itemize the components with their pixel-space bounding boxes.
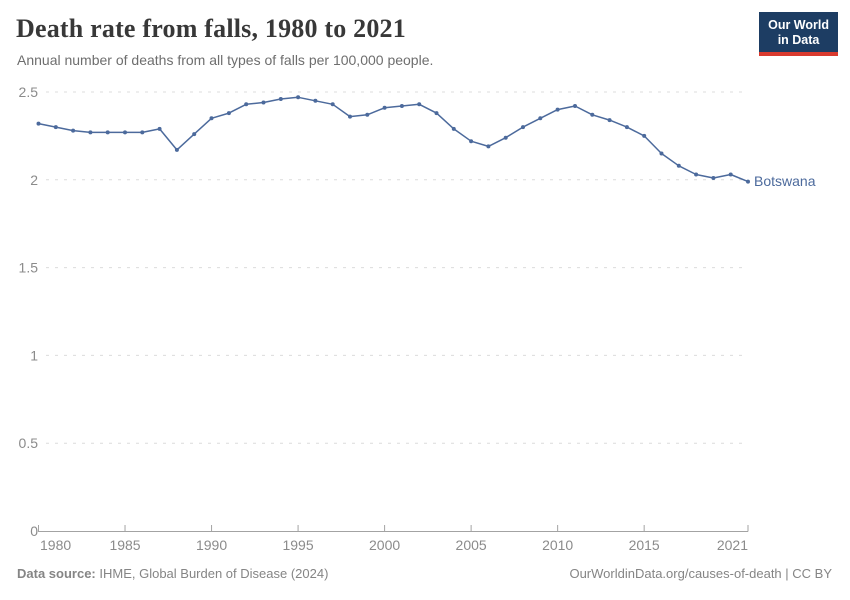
data-point xyxy=(590,112,595,117)
y-tick-label-1.5: 1.5 xyxy=(19,260,39,276)
data-point xyxy=(71,128,76,133)
series-line-botswana xyxy=(37,96,749,183)
data-point xyxy=(607,118,612,123)
chart-title: Death rate from falls, 1980 to 2021 xyxy=(16,14,406,43)
data-point xyxy=(624,125,629,130)
data-point xyxy=(105,130,110,135)
y-tick-label-2.5: 2.5 xyxy=(19,84,39,100)
data-point xyxy=(244,102,249,107)
data-point xyxy=(659,151,664,156)
owid-logo-line1: Our World xyxy=(768,18,829,32)
data-source-text: IHME, Global Burden of Disease (2024) xyxy=(95,566,329,581)
data-source-label: Data source: xyxy=(17,566,96,581)
y-tick-label-0: 0 xyxy=(30,523,38,539)
data-point xyxy=(642,133,647,138)
data-point xyxy=(278,97,283,101)
data-point xyxy=(711,176,716,180)
data-point xyxy=(226,111,231,116)
data-point xyxy=(469,139,474,144)
owid-logo-line2: in Data xyxy=(777,32,820,47)
data-point xyxy=(451,126,456,131)
data-point xyxy=(88,130,93,135)
data-point xyxy=(486,144,491,149)
data-point xyxy=(123,130,127,135)
data-point xyxy=(192,132,197,137)
data-point xyxy=(434,111,439,116)
chart-subtitle: Annual number of deaths from all types o… xyxy=(17,52,434,68)
data-point xyxy=(382,105,387,110)
data-point xyxy=(261,100,266,105)
y-tick-label-0.5: 0.5 xyxy=(19,435,39,451)
x-tick-label-1995: 1995 xyxy=(282,537,313,553)
data-point xyxy=(348,114,352,119)
x-tick-label-1980: 1980 xyxy=(40,537,71,553)
data-point xyxy=(417,102,422,107)
y-tick-label-2: 2 xyxy=(30,172,38,188)
data-point xyxy=(157,126,162,131)
data-point xyxy=(676,163,681,168)
x-tick-label-1985: 1985 xyxy=(109,537,140,553)
x-tick-label-2010: 2010 xyxy=(542,537,573,553)
chart-footer: Data source: IHME, Global Burden of Dise… xyxy=(17,566,832,581)
series-end-label[interactable]: Botswana xyxy=(754,173,816,189)
data-point xyxy=(538,116,543,121)
data-point xyxy=(746,179,750,184)
x-tick-label-2015: 2015 xyxy=(629,537,660,553)
owid-logo[interactable]: Our World in Data xyxy=(759,12,838,56)
data-point xyxy=(296,95,301,100)
data-point xyxy=(521,125,525,130)
x-tick-label-2000: 2000 xyxy=(369,537,400,553)
data-point xyxy=(728,172,733,177)
data-point xyxy=(399,104,404,108)
data-point xyxy=(330,102,335,107)
data-point xyxy=(140,130,145,135)
y-tick-label-1: 1 xyxy=(30,347,38,363)
data-point xyxy=(365,112,370,117)
x-tick-label-2021: 2021 xyxy=(717,537,748,553)
x-tick-label-2005: 2005 xyxy=(456,537,487,553)
data-point xyxy=(694,172,699,177)
x-tick-label-1990: 1990 xyxy=(196,537,227,553)
data-point xyxy=(36,121,41,126)
data-point xyxy=(174,147,179,152)
data-point xyxy=(313,98,318,103)
data-point xyxy=(573,104,577,108)
data-point xyxy=(555,107,560,112)
footer-link[interactable]: OurWorldinData.org/causes-of-death | CC … xyxy=(569,566,832,581)
data-source: Data source: IHME, Global Burden of Dise… xyxy=(17,566,328,581)
data-point xyxy=(503,135,508,140)
data-point xyxy=(209,116,214,121)
data-point xyxy=(53,125,58,130)
